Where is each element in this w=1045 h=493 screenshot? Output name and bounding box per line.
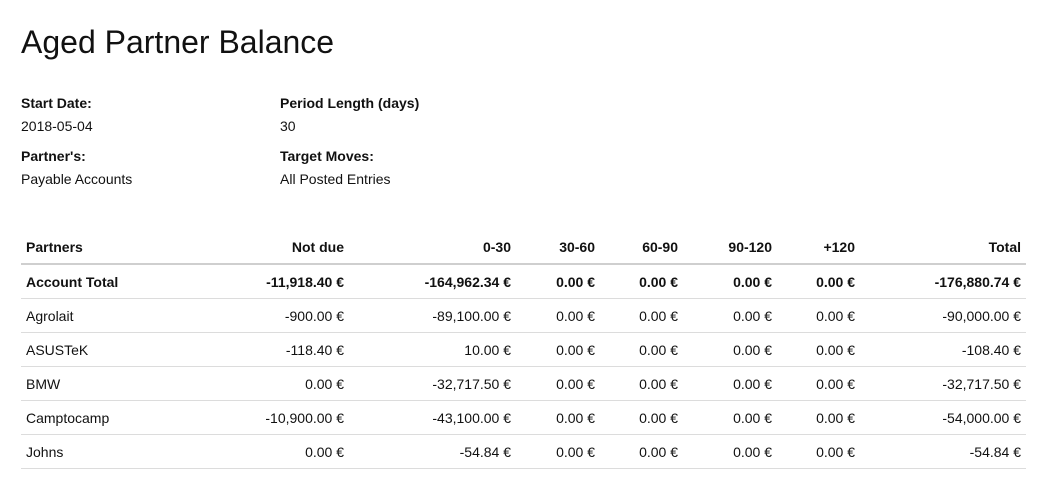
table-cell: 0.00 €: [683, 332, 777, 367]
target-moves-block: Target Moves: All Posted Entries: [280, 147, 391, 188]
table-cell: 0.00 €: [777, 264, 860, 299]
table-cell: 0.00 €: [600, 298, 683, 333]
header-0-30: 0-30: [349, 230, 516, 265]
table-cell: 0.00 €: [683, 264, 777, 299]
period-length-block: Period Length (days) 30: [280, 94, 419, 135]
table-cell: ASUSTeK: [21, 332, 216, 367]
table-cell: -54.84 €: [860, 434, 1026, 469]
table-cell: -108.40 €: [860, 332, 1026, 367]
table-cell: 0.00 €: [777, 366, 860, 401]
table-cell: 0.00 €: [683, 366, 777, 401]
table-cell: -54,000.00 €: [860, 400, 1026, 435]
table-cell: -176,880.74 €: [860, 264, 1026, 299]
target-moves-value: All Posted Entries: [280, 171, 391, 187]
partners-filter-block: Partner's: Payable Accounts: [21, 147, 132, 188]
table-cell: 0.00 €: [777, 298, 860, 333]
table-cell: Camptocamp: [21, 400, 216, 435]
account-total-row: Account Total -11,918.40 € -164,962.34 €…: [21, 264, 1026, 299]
table-cell: 0.00 €: [600, 434, 683, 469]
table-cell: -10,900.00 €: [216, 400, 349, 435]
header-90-120: 90-120: [683, 230, 777, 265]
table-cell: -32,717.50 €: [349, 366, 516, 401]
table-cell: 0.00 €: [777, 434, 860, 469]
table-cell: 0.00 €: [777, 332, 860, 367]
header-60-90: 60-90: [600, 230, 683, 265]
table-row: Camptocamp -10,900.00 € -43,100.00 € 0.0…: [21, 400, 1026, 435]
table-cell: 0.00 €: [516, 332, 600, 367]
table-header-row: Partners Not due 0-30 30-60 60-90 90-120…: [21, 230, 1026, 265]
report-title: Aged Partner Balance: [21, 24, 335, 60]
table-cell: 0.00 €: [683, 434, 777, 469]
header-partners: Partners: [21, 230, 216, 265]
table-cell: 0.00 €: [683, 400, 777, 435]
table-cell: 0.00 €: [516, 366, 600, 401]
table-cell: -11,918.40 €: [216, 264, 349, 299]
table-cell: 0.00 €: [600, 264, 683, 299]
header-120-plus: +120: [777, 230, 860, 265]
table-cell: -32,717.50 €: [860, 366, 1026, 401]
table-cell: -89,100.00 €: [349, 298, 516, 333]
period-length-value: 30: [280, 118, 296, 134]
partners-filter-label: Partner's:: [21, 148, 86, 164]
table-cell: 0.00 €: [216, 366, 349, 401]
header-total: Total: [860, 230, 1026, 265]
aged-balance-table: Partners Not due 0-30 30-60 60-90 90-120…: [21, 230, 1026, 469]
table-cell: 0.00 €: [516, 400, 600, 435]
table-cell: -164,962.34 €: [349, 264, 516, 299]
table-cell: -118.40 €: [216, 332, 349, 367]
table-cell: 0.00 €: [777, 400, 860, 435]
table-row: BMW 0.00 € -32,717.50 € 0.00 € 0.00 € 0.…: [21, 366, 1026, 401]
header-30-60: 30-60: [516, 230, 600, 265]
table-cell: 0.00 €: [216, 434, 349, 469]
table-row: Agrolait -900.00 € -89,100.00 € 0.00 € 0…: [21, 298, 1026, 333]
table-cell: 0.00 €: [600, 332, 683, 367]
start-date-block: Start Date: 2018-05-04: [21, 94, 93, 135]
table-cell: 0.00 €: [516, 434, 600, 469]
table-cell: 0.00 €: [516, 264, 600, 299]
table-cell: 0.00 €: [600, 400, 683, 435]
table-cell: Agrolait: [21, 298, 216, 333]
start-date-label: Start Date:: [21, 95, 92, 111]
table-cell: -90,000.00 €: [860, 298, 1026, 333]
target-moves-label: Target Moves:: [280, 148, 374, 164]
partners-filter-value: Payable Accounts: [21, 171, 133, 187]
table-cell: 0.00 €: [516, 298, 600, 333]
table-row: Johns 0.00 € -54.84 € 0.00 € 0.00 € 0.00…: [21, 434, 1026, 469]
table-cell: Account Total: [21, 264, 216, 299]
table-cell: -54.84 €: [349, 434, 516, 469]
table-cell: 0.00 €: [600, 366, 683, 401]
table-cell: -900.00 €: [216, 298, 349, 333]
header-not-due: Not due: [216, 230, 349, 265]
table-row: ASUSTeK -118.40 € 10.00 € 0.00 € 0.00 € …: [21, 332, 1026, 367]
table-cell: 0.00 €: [683, 298, 777, 333]
period-length-label: Period Length (days): [280, 95, 420, 111]
table-cell: Johns: [21, 434, 216, 469]
start-date-value: 2018-05-04: [21, 118, 93, 134]
table-cell: -43,100.00 €: [349, 400, 516, 435]
table-cell: 10.00 €: [349, 332, 516, 367]
table-cell: BMW: [21, 366, 216, 401]
